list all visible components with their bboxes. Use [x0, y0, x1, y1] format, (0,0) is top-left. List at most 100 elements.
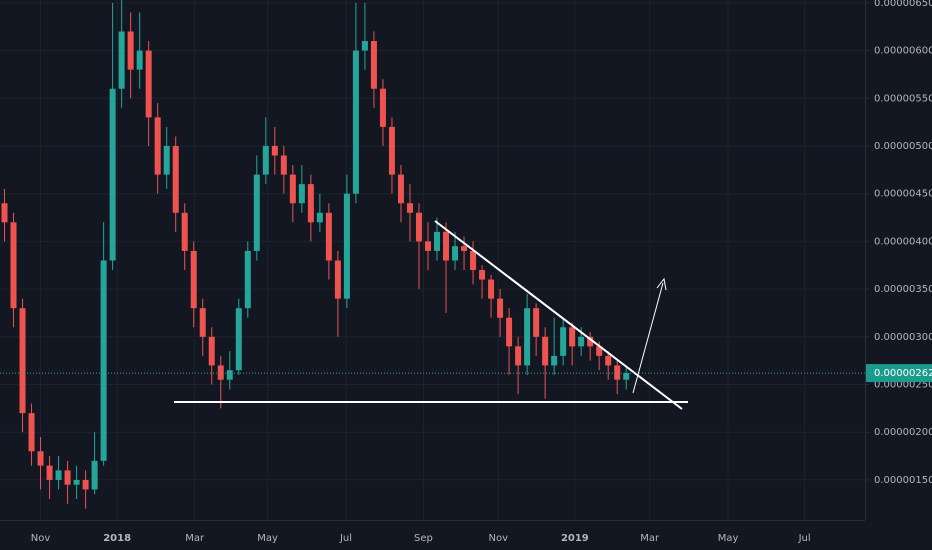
x-tick-label: Nov [31, 533, 51, 544]
x-tick-label: Sep [414, 533, 433, 544]
candle-body [361, 41, 368, 51]
candle-body [569, 327, 576, 347]
x-tick-label: Mar [185, 533, 205, 544]
candle-body [55, 470, 62, 480]
candle-body [415, 212, 422, 242]
candle-body [461, 246, 468, 251]
candle-body [488, 279, 495, 299]
candle-body [623, 373, 630, 380]
candle-body [1, 203, 8, 223]
candle-body [109, 88, 116, 261]
x-tick-label: Jul [339, 533, 352, 544]
y-tick-label: 0.00000650 [874, 0, 932, 9]
candle-body [533, 308, 540, 337]
candle-body [73, 479, 80, 485]
candle-body [325, 212, 332, 261]
candle-body [199, 308, 206, 337]
trend-line [434, 220, 683, 410]
candle-body [154, 117, 161, 175]
candle-body [352, 50, 359, 194]
candle-body [118, 31, 125, 89]
candles [0, 0, 865, 520]
candle-body [262, 145, 269, 175]
y-tick-label: 0.00000250 [874, 380, 932, 391]
y-tick-label: 0.00000200 [874, 427, 932, 438]
candle-body [217, 365, 224, 380]
candle-body [343, 193, 350, 299]
candle-body [542, 336, 549, 366]
last-price-box [866, 364, 932, 383]
arrow-head [656, 277, 667, 291]
candle-body [91, 460, 98, 490]
candle-body [226, 370, 233, 380]
x-tick-label: Mar [640, 533, 660, 544]
x-tick-label: Jul [798, 533, 811, 544]
y-tick-label: 0.00000400 [874, 236, 932, 247]
candle-body [127, 31, 134, 70]
x-tick-label: Nov [489, 533, 509, 544]
candle-body [280, 155, 287, 175]
candle-body [560, 327, 567, 356]
x-tick-label: May [257, 533, 278, 544]
candle-body [370, 41, 377, 89]
candle-body [334, 260, 341, 299]
candle-body [163, 145, 170, 175]
candle-body [37, 451, 44, 466]
candle-body [379, 88, 386, 127]
y-tick-label: 0.00000500 [874, 141, 932, 152]
candle-body [208, 336, 215, 366]
candle-body [244, 250, 251, 309]
candle-body [434, 231, 441, 251]
candle-body [551, 355, 558, 366]
candle-body [443, 231, 450, 261]
candle-body [235, 308, 242, 371]
candle-body [497, 298, 504, 318]
candle-body [253, 174, 260, 251]
candle-body [506, 317, 513, 347]
candle-body [145, 50, 152, 118]
candle-body [289, 174, 296, 204]
candle-body [136, 50, 143, 70]
candle-body [271, 145, 278, 156]
x-tick-label: May [718, 533, 739, 544]
candle-body [470, 250, 477, 271]
y-tick-label: 0.00000150 [874, 475, 932, 486]
x-tick-label: 2019 [561, 533, 589, 544]
candle-body [28, 413, 35, 452]
candle-body [515, 346, 522, 366]
last-price-label: 0.00000262 [874, 368, 932, 379]
x-tick-label: 2018 [103, 533, 131, 544]
arrow-line [632, 282, 664, 394]
candle-body [397, 174, 404, 204]
candle-body [298, 184, 305, 204]
candle-body [406, 203, 413, 213]
candle-body [316, 212, 323, 223]
drawings [174, 220, 688, 410]
candle-body [172, 145, 179, 213]
y-tick-label: 0.00000550 [874, 93, 932, 104]
candle-body [19, 308, 26, 414]
y-tick-label: 0.00000600 [874, 46, 932, 57]
candle-body [578, 336, 585, 347]
candle-body [614, 365, 621, 380]
candle-body [605, 355, 612, 366]
y-tick-label: 0.00000450 [874, 189, 932, 200]
candle-body [596, 346, 603, 356]
y-tick-label: 0.00000300 [874, 332, 932, 343]
candle-body [46, 465, 53, 480]
candle-body [479, 270, 486, 280]
y-tick-label: 0.00000350 [874, 284, 932, 295]
candle-body [181, 212, 188, 251]
candle-body [388, 126, 395, 175]
candle-body [64, 470, 71, 485]
candle-body [587, 336, 594, 347]
candle-body [424, 241, 431, 251]
candle-body [307, 184, 314, 223]
candle-body [100, 260, 107, 461]
candle-body [190, 250, 197, 309]
candle-body [524, 308, 531, 366]
candle-body [82, 479, 89, 490]
candle-body [452, 246, 459, 261]
